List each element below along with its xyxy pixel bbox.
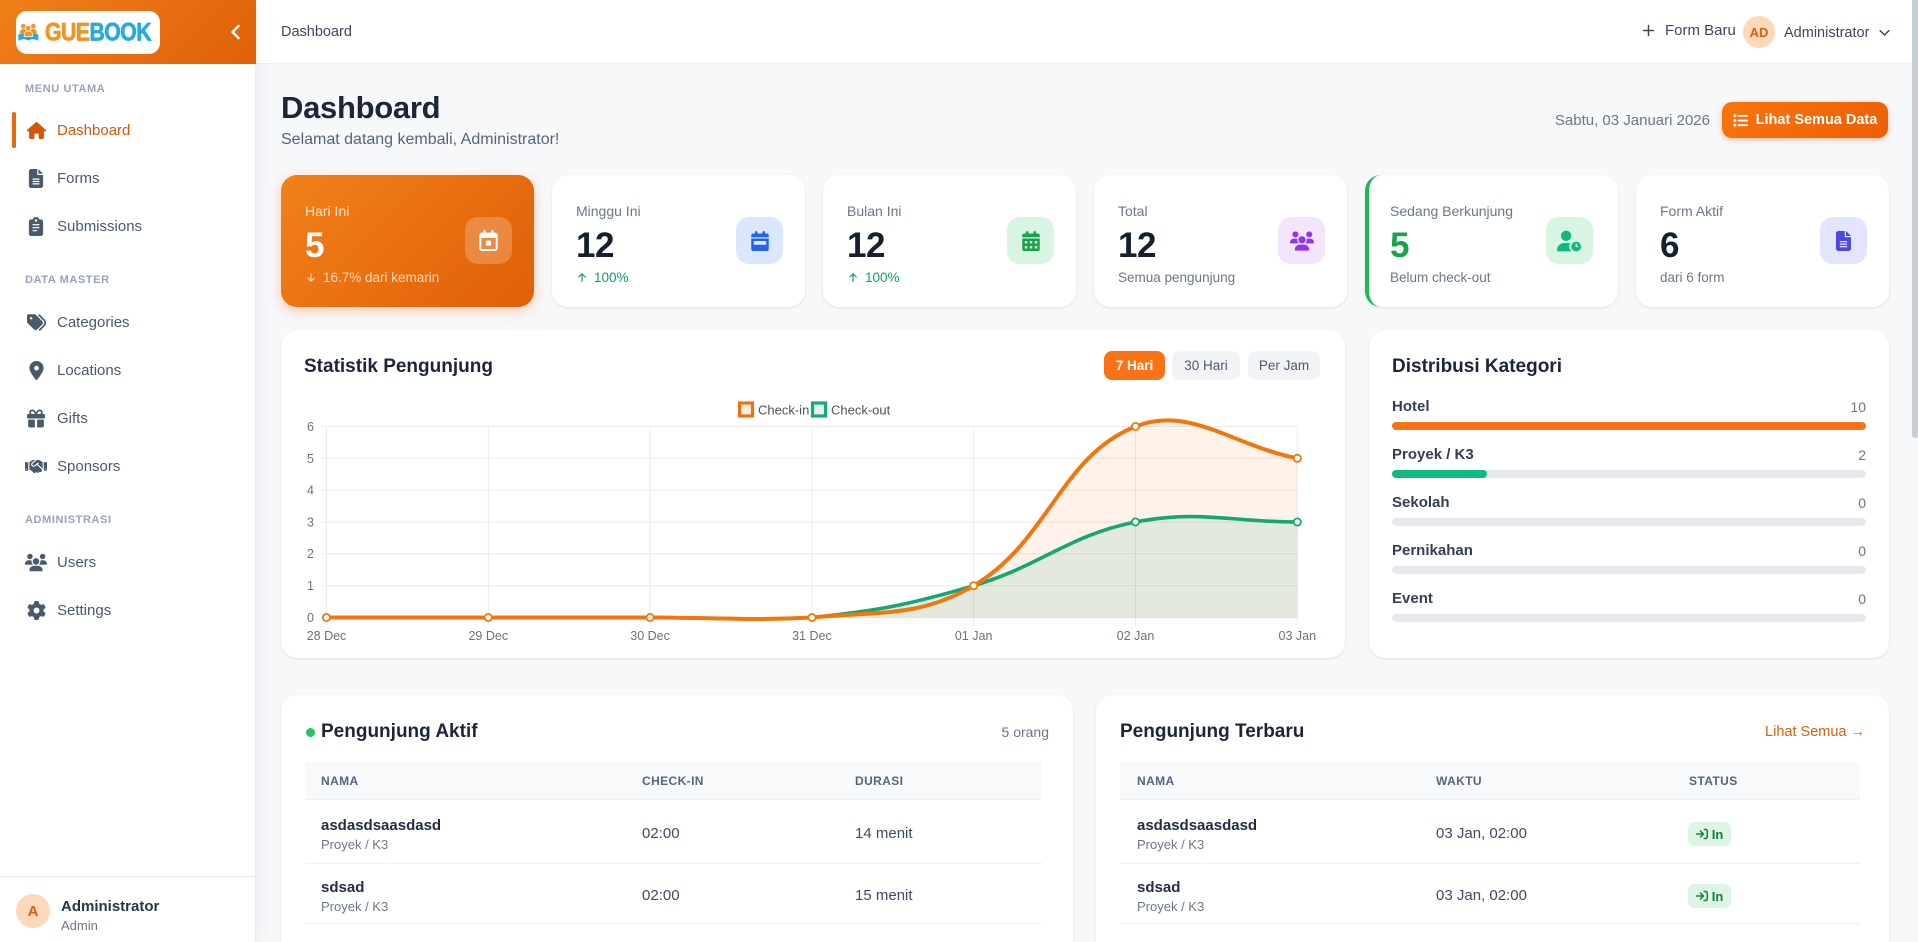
svg-text:31 Dec: 31 Dec: [792, 629, 832, 643]
svg-text:1: 1: [307, 579, 314, 593]
svg-text:4: 4: [307, 484, 314, 498]
svg-text:2: 2: [307, 547, 314, 561]
svg-text:03 Jan: 03 Jan: [1279, 629, 1317, 643]
svg-text:0: 0: [307, 611, 314, 625]
svg-text:01 Jan: 01 Jan: [955, 629, 993, 643]
svg-text:28 Dec: 28 Dec: [307, 629, 347, 643]
svg-text:02 Jan: 02 Jan: [1117, 629, 1155, 643]
svg-text:Check-in: Check-in: [758, 403, 809, 418]
svg-text:29 Dec: 29 Dec: [468, 629, 508, 643]
svg-text:6: 6: [307, 420, 314, 434]
svg-text:30 Dec: 30 Dec: [630, 629, 670, 643]
svg-text:3: 3: [307, 516, 314, 530]
svg-text:Check-out: Check-out: [831, 403, 891, 418]
svg-text:5: 5: [307, 452, 314, 466]
